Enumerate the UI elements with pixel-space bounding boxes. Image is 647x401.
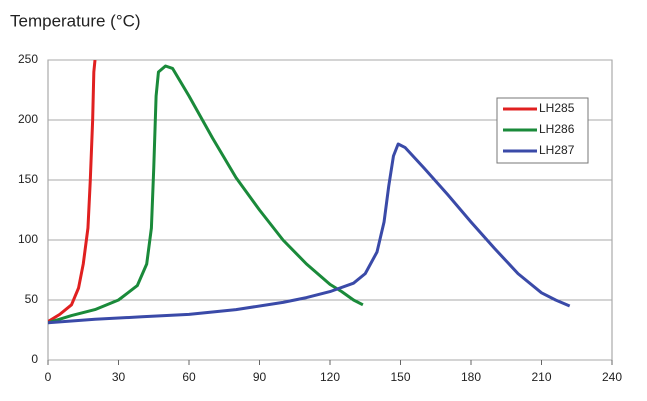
x-tick-label: 0 [45, 370, 52, 384]
y-tick-label: 200 [18, 112, 38, 126]
x-tick-label: 30 [112, 370, 126, 384]
line-series [48, 142, 571, 325]
line-series [48, 64, 364, 325]
chart-title: Temperature (°C) [10, 11, 141, 30]
y-tick-label: 150 [18, 172, 38, 186]
legend-label: LH285 [539, 101, 575, 115]
x-tick-label: 60 [182, 370, 196, 384]
x-tick-label: 210 [531, 370, 551, 384]
line-series [48, 60, 97, 323]
x-tick-label: 150 [390, 370, 410, 384]
x-tick-label: 120 [320, 370, 340, 384]
legend-label: LH286 [539, 122, 575, 136]
y-tick-label: 100 [18, 232, 38, 246]
x-tick-label: 180 [461, 370, 481, 384]
x-tick-label: 240 [602, 370, 622, 384]
legend-label: LH287 [539, 143, 575, 157]
y-tick-label: 250 [18, 52, 38, 66]
x-tick-label: 90 [253, 370, 267, 384]
y-tick-label: 50 [25, 292, 39, 306]
y-tick-label: 0 [31, 352, 38, 366]
